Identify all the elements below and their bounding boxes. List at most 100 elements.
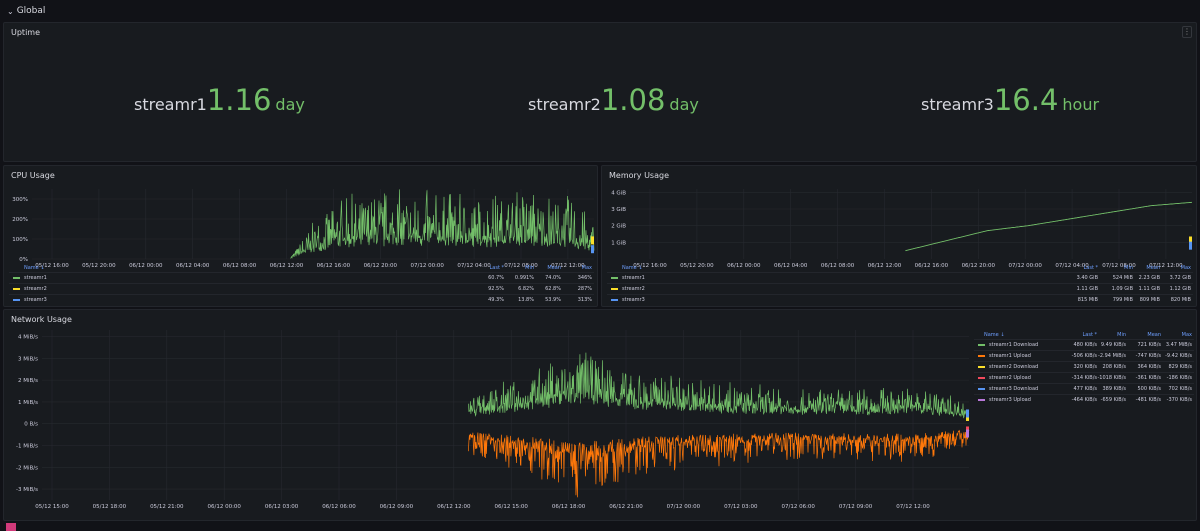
- legend-series-name: streamr1 Download: [989, 342, 1039, 348]
- x-tick-label: 07/12 12:00: [551, 263, 585, 269]
- chevron-down-icon[interactable]: ⌄: [7, 6, 14, 16]
- legend-row[interactable]: streamr2 1.11 GiB 1.09 GiB 1.11 GiB 1.12 GiB: [607, 283, 1193, 294]
- legend-value: 500 KiB/s: [1137, 386, 1161, 392]
- panel-title[interactable]: Network Usage: [11, 315, 72, 324]
- legend-row[interactable]: streamr1 Download 480 KiB/s 9.49 KiB/s 721 …: [974, 339, 1194, 350]
- legend-row[interactable]: streamr3 49.3% 13.8% 53.9% 313%: [9, 294, 594, 305]
- y-tick-label: 4 MiB/s: [18, 335, 38, 341]
- legend-header-row[interactable]: Name ↓ Last * Min Mean Max: [974, 330, 1194, 339]
- legend-header-row[interactable]: Name ↓ Last * Min Mean Max: [607, 263, 1193, 272]
- legend-value: 53.9%: [545, 297, 561, 303]
- legend-row[interactable]: streamr1 60.7% 0.991% 74.0% 346%: [9, 272, 594, 283]
- legend-header[interactable]: Last *: [1082, 332, 1097, 338]
- legend-color-swatch: [611, 288, 618, 290]
- panel-title[interactable]: Uptime: [11, 28, 41, 37]
- x-tick-label: 06/12 12:00: [270, 263, 304, 269]
- panel-menu-icon[interactable]: ⋮: [1182, 26, 1192, 38]
- legend-value: -481 KiB/s: [1135, 397, 1161, 403]
- legend-header[interactable]: Mean: [1147, 332, 1161, 338]
- legend-header[interactable]: Min: [525, 265, 534, 271]
- legend-header[interactable]: Max: [581, 265, 592, 271]
- series-end-marker: [591, 245, 594, 254]
- legend-series-name: streamr2 Upload: [989, 375, 1031, 381]
- panel-title[interactable]: CPU Usage: [11, 171, 55, 180]
- legend-header[interactable]: Name ↓: [622, 265, 643, 271]
- legend-header[interactable]: Mean: [547, 265, 561, 271]
- x-tick-label: 06/12 08:00: [223, 263, 257, 269]
- legend-row[interactable]: streamr1 Upload -506 KiB/s -2.94 MiB/s -747…: [974, 350, 1194, 361]
- cpu-chart[interactable]: 300% 200% 100% 0% 05/12 16:00 05/12 20:00 06/1…: [4, 184, 597, 284]
- legend-header[interactable]: Max: [1181, 332, 1192, 338]
- x-tick-label: 06/12 04:00: [176, 263, 210, 269]
- x-tick-label: 05/12 16:00: [633, 263, 667, 269]
- x-tick-label: 06/12 12:00: [868, 263, 902, 269]
- legend-header[interactable]: Name ↓: [24, 265, 45, 271]
- x-tick-label: 07/12 08:00: [504, 263, 538, 269]
- stat-value: 1.16: [206, 83, 272, 117]
- legend-header[interactable]: Name ↓: [984, 332, 1005, 338]
- legend-series-name: streamr1: [622, 275, 645, 281]
- legend-row[interactable]: streamr3 Download 477 KiB/s 389 KiB/s 500 K…: [974, 383, 1194, 394]
- legend-header-row[interactable]: Name ↓ Last * Min Mean Max: [9, 263, 594, 272]
- legend-row[interactable]: streamr3 Upload -464 KiB/s -659 KiB/s -481 …: [974, 394, 1194, 405]
- x-tick-label: 07/12 04:00: [457, 263, 491, 269]
- stat-unit: day: [275, 95, 305, 114]
- x-tick-label: 06/12 08:00: [821, 263, 855, 269]
- legend-value: 389 KiB/s: [1102, 386, 1126, 392]
- network-legend: Name ↓ Last * Min Mean Max streamr1 Download 4…: [974, 330, 1194, 405]
- y-tick-label: -2 MiB/s: [16, 465, 38, 471]
- legend-value: -314 KiB/s: [1071, 375, 1097, 381]
- memory-chart[interactable]: 4 GiB 3 GiB 2 GiB 1 GiB 05/12 16:00 05/12 20:…: [602, 184, 1196, 284]
- legend-value: 1.11 GiB: [1138, 286, 1160, 292]
- legend-value: 60.7%: [488, 275, 504, 281]
- legend-value: -747 KiB/s: [1135, 353, 1161, 359]
- y-tick-label: 3 GiB: [611, 207, 626, 213]
- y-tick-label: 2 MiB/s: [18, 378, 38, 384]
- legend-value: 3.47 MiB/s: [1165, 342, 1192, 348]
- legend-header[interactable]: Last *: [489, 265, 504, 271]
- legend-row[interactable]: streamr1 3.40 GiB 524 MiB 2.23 GiB 3.72 GiB: [607, 272, 1193, 283]
- x-tick-label: 06/12 09:00: [380, 504, 414, 510]
- legend-value: 480 KiB/s: [1073, 342, 1097, 348]
- y-tick-label: 300%: [12, 197, 28, 203]
- series-line: [290, 189, 595, 259]
- legend-series-name: streamr2 Download: [989, 364, 1039, 370]
- stat-value: 1.08: [600, 83, 666, 117]
- legend-header[interactable]: Min: [1124, 265, 1133, 271]
- network-usage-panel: Network Usage 4 MiB/s 3 MiB/s 2 MiB/s 1 MiB…: [3, 309, 1197, 521]
- y-tick-label: 0 B/s: [24, 422, 38, 428]
- x-tick-label: 07/12 04:00: [1055, 263, 1089, 269]
- legend-header[interactable]: Mean: [1146, 265, 1160, 271]
- legend-header[interactable]: Last *: [1083, 265, 1098, 271]
- legend-value: 208 KiB/s: [1102, 364, 1126, 370]
- legend-value: 74.0%: [545, 275, 561, 281]
- cpu-legend: Name ↓ Last * Min Mean Max streamr1 60.7% 0.991…: [9, 263, 594, 305]
- legend-header[interactable]: Min: [1117, 332, 1126, 338]
- legend-value: 809 MiB: [1139, 297, 1160, 303]
- x-tick-label: 05/12 16:00: [35, 263, 69, 269]
- x-tick-label: 06/12 16:00: [915, 263, 949, 269]
- legend-value: -9.42 KiB/s: [1165, 353, 1192, 359]
- legend-color-swatch: [978, 366, 985, 368]
- legend-series-name: streamr3 Download: [989, 386, 1039, 392]
- panel-title[interactable]: Memory Usage: [609, 171, 670, 180]
- legend-row[interactable]: streamr3 815 MiB 799 MiB 809 MiB 820 MiB: [607, 294, 1193, 305]
- legend-value: 320 KiB/s: [1073, 364, 1097, 370]
- legend-value: -506 KiB/s: [1071, 353, 1097, 359]
- legend-value: 799 MiB: [1112, 297, 1133, 303]
- stat-unit: day: [669, 95, 699, 114]
- y-tick-label: 4 GiB: [611, 190, 626, 196]
- row-header-global[interactable]: ⌄ Global: [0, 0, 1200, 22]
- legend-row[interactable]: streamr2 Upload -314 KiB/s -1018 KiB/s -361…: [974, 372, 1194, 383]
- legend-header[interactable]: Max: [1180, 265, 1191, 271]
- y-tick-label: 1 GiB: [611, 240, 626, 246]
- x-tick-label: 07/12 12:00: [1149, 263, 1183, 269]
- legend-value: -464 KiB/s: [1071, 397, 1097, 403]
- y-tick-label: 2 GiB: [611, 224, 626, 230]
- network-chart[interactable]: 4 MiB/s 3 MiB/s 2 MiB/s 1 MiB/s 0 B/s -1 MiB/…: [4, 325, 979, 520]
- x-tick-label: 06/12 00:00: [727, 263, 761, 269]
- legend-row[interactable]: streamr2 92.5% 6.82% 62.8% 287%: [9, 283, 594, 294]
- x-tick-label: 07/12 03:00: [724, 504, 758, 510]
- x-tick-label: 06/12 20:00: [364, 263, 398, 269]
- legend-row[interactable]: streamr2 Download 320 KiB/s 208 KiB/s 364 K…: [974, 361, 1194, 372]
